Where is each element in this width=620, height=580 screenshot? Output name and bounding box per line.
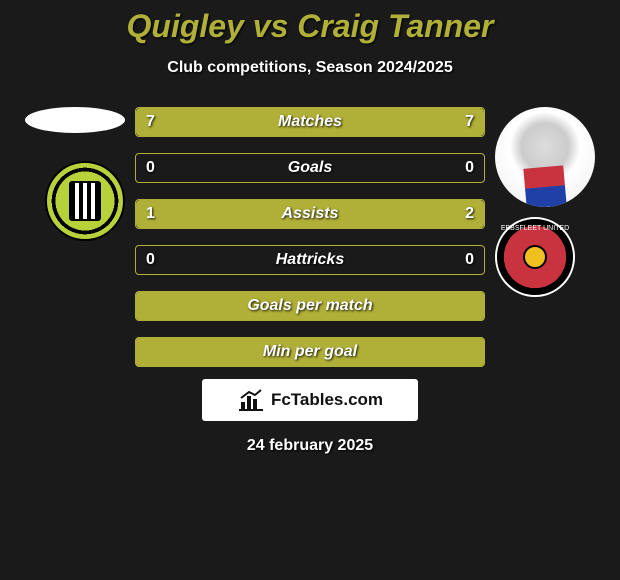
stat-bar-matches: 7Matches7 <box>135 107 485 137</box>
right-player-column <box>485 107 605 297</box>
comparison-body: 7Matches70Goals01Assists20Hattricks0Goal… <box>0 107 620 367</box>
stat-label: Hattricks <box>136 251 484 269</box>
stat-label: Min per goal <box>136 343 484 361</box>
stat-label: Goals per match <box>136 297 484 315</box>
stat-value-right: 2 <box>465 205 474 223</box>
comparison-subtitle: Club competitions, Season 2024/2025 <box>0 59 620 77</box>
stat-label: Assists <box>136 205 484 223</box>
stat-bar-goals-per-match: Goals per match <box>135 291 485 321</box>
brand-chart-icon <box>237 388 265 412</box>
comparison-date: 24 february 2025 <box>0 437 620 455</box>
club-right-badge <box>495 217 575 297</box>
stat-value-right: 0 <box>465 251 474 269</box>
left-player-column <box>15 107 135 241</box>
stat-bar-goals: 0Goals0 <box>135 153 485 183</box>
stat-bar-min-per-goal: Min per goal <box>135 337 485 367</box>
stat-bar-hattricks: 0Hattricks0 <box>135 245 485 275</box>
stat-value-right: 7 <box>465 113 474 131</box>
player-right-photo <box>495 107 595 207</box>
stat-bars: 7Matches70Goals01Assists20Hattricks0Goal… <box>135 107 485 367</box>
brand-text: FcTables.com <box>271 390 383 410</box>
branding-box: FcTables.com <box>202 379 418 421</box>
comparison-title: Quigley vs Craig Tanner <box>0 0 620 45</box>
stat-bar-assists: 1Assists2 <box>135 199 485 229</box>
player-left-photo <box>25 107 125 133</box>
stat-label: Goals <box>136 159 484 177</box>
stat-value-right: 0 <box>465 159 474 177</box>
club-left-badge <box>45 161 125 241</box>
stat-label: Matches <box>136 113 484 131</box>
